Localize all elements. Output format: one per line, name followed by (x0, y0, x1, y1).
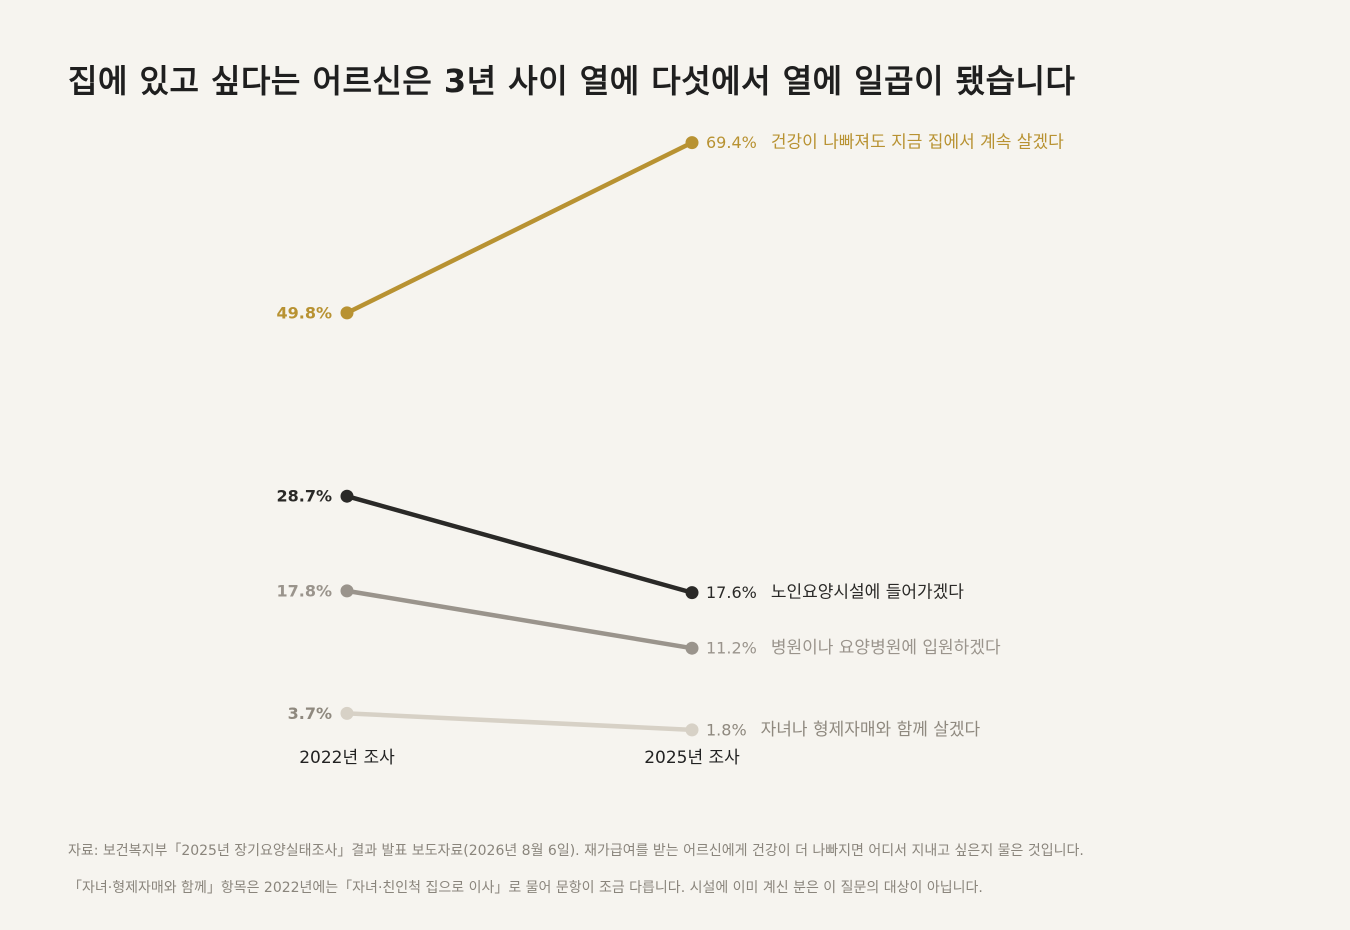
series-2-line (344, 493, 695, 595)
series-1-value-right: 69.4% (706, 133, 757, 152)
series-4-point-1 (340, 706, 354, 720)
series-4-value-right: 1.8% (706, 720, 747, 739)
series-4-line (344, 711, 695, 733)
series-4-name: 자녀나 형제자매와 함께 살겠다 (761, 720, 981, 740)
series-1-point-2 (685, 136, 699, 150)
series-1: 49.8% 69.4% 건강이 나빠져도 지금 집에서 계속 살겠다 (276, 133, 1064, 323)
series-3-value-left: 17.8% (276, 581, 332, 600)
series-2: 28.7% 17.6% 노인요양시설에 들어가겠다 (276, 487, 964, 603)
series-2-point-2 (685, 586, 699, 600)
series-1-point-1 (340, 306, 354, 320)
series-3: 17.8% 11.2% 병원이나 요양병원에 입원하겠다 (276, 581, 1000, 658)
series-2-point-1 (340, 489, 354, 503)
source-note-1: 자료: 보건복지부「2025년 장기요양실태조사」결과 발표 보도자료(2026… (68, 843, 1084, 859)
source-notes: 자료: 보건복지부「2025년 장기요양실태조사」결과 발표 보도자료(2026… (68, 833, 1084, 907)
series-2-value-right: 17.6% (706, 583, 757, 602)
chart-title: 집에 있고 싶다는 어르신은 3년 사이 열에 다섯에서 열에 일곱이 됐습니다 (68, 62, 1076, 100)
x-tick-label-1: 2022년 조사 (299, 748, 395, 768)
series-2-value-left: 28.7% (276, 487, 332, 506)
series-3-point-1 (340, 584, 354, 598)
series-3-point-2 (685, 641, 699, 655)
x-tick-label-2: 2025년 조사 (644, 748, 740, 768)
slope-chart: 3.7% 1.8% 자녀나 형제자매와 함께 살겠다 17.8% 11.2% 병원이나 요… (276, 133, 1064, 768)
series-3-value-right: 11.2% (706, 639, 757, 658)
series-4: 3.7% 1.8% 자녀나 형제자매와 함께 살겠다 (288, 704, 981, 740)
series-1-line (344, 140, 695, 316)
series-4-value-left: 3.7% (288, 704, 332, 723)
series-3-line (344, 588, 695, 651)
series-3-name: 병원이나 요양병원에 입원하겠다 (771, 638, 1001, 658)
series-4-point-2 (685, 723, 699, 737)
series-2-name: 노인요양시설에 들어가겠다 (771, 583, 964, 603)
series-1-name: 건강이 나빠져도 지금 집에서 계속 살겠다 (771, 133, 1064, 153)
source-note-2: 「자녀·형제자매와 함께」항목은 2022년에는「자녀·친인척 집으로 이사」로… (68, 880, 983, 896)
series-1-value-left: 49.8% (276, 303, 332, 322)
